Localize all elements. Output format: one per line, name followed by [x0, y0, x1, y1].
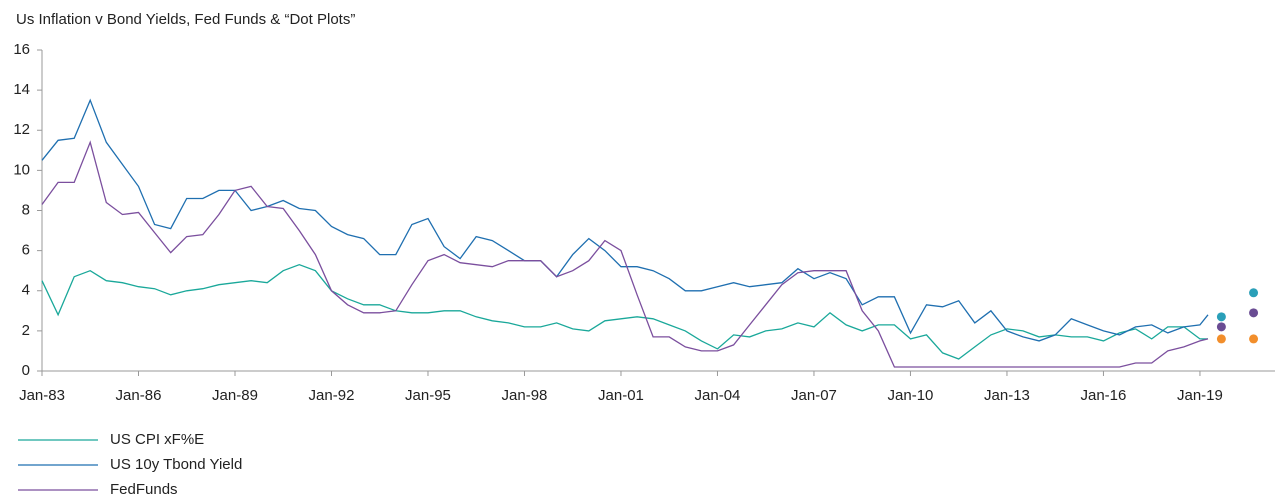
x-tick-label: Jan-98: [502, 387, 548, 404]
x-tick-label: Jan-01: [598, 387, 644, 404]
legend-label: FedFunds: [110, 481, 178, 498]
y-tick-label: 0: [22, 362, 30, 379]
series-line: [41, 264, 1208, 360]
dot-plot: [1216, 312, 1226, 322]
x-tick-label: Jan-89: [212, 387, 258, 404]
x-tick-label: Jan-19: [1177, 387, 1223, 404]
x-tick-label: Jan-04: [695, 387, 741, 404]
y-tick-label: 2: [22, 322, 30, 339]
series-line: [41, 140, 1209, 368]
x-tick-label: Jan-92: [309, 387, 355, 404]
y-tick-label: 16: [13, 41, 30, 58]
dot-plot: [1216, 334, 1226, 344]
y-tick-label: 12: [13, 121, 30, 138]
y-tick-label: 6: [22, 242, 30, 259]
series-line: [41, 98, 1209, 342]
x-tick-label: Jan-10: [888, 387, 934, 404]
y-tick-label: 8: [22, 201, 30, 218]
x-tick-label: Jan-16: [1081, 387, 1127, 404]
y-tick-label: 14: [13, 81, 30, 98]
legend-label: US CPI xF%E: [110, 431, 204, 448]
dot-plot: [1249, 308, 1259, 318]
dot-plot: [1216, 322, 1226, 332]
x-tick-label: Jan-95: [405, 387, 451, 404]
dot-plot: [1249, 334, 1259, 344]
y-tick-label: 4: [22, 282, 30, 299]
legend-label: US 10y Tbond Yield: [110, 456, 242, 473]
x-tick-label: Jan-86: [116, 387, 162, 404]
dot-plot: [1249, 288, 1259, 298]
y-tick-label: 10: [13, 161, 30, 178]
x-tick-label: Jan-07: [791, 387, 837, 404]
x-tick-label: Jan-13: [984, 387, 1030, 404]
chart-title: Us Inflation v Bond Yields, Fed Funds & …: [16, 11, 355, 28]
x-tick-label: Jan-83: [19, 387, 65, 404]
